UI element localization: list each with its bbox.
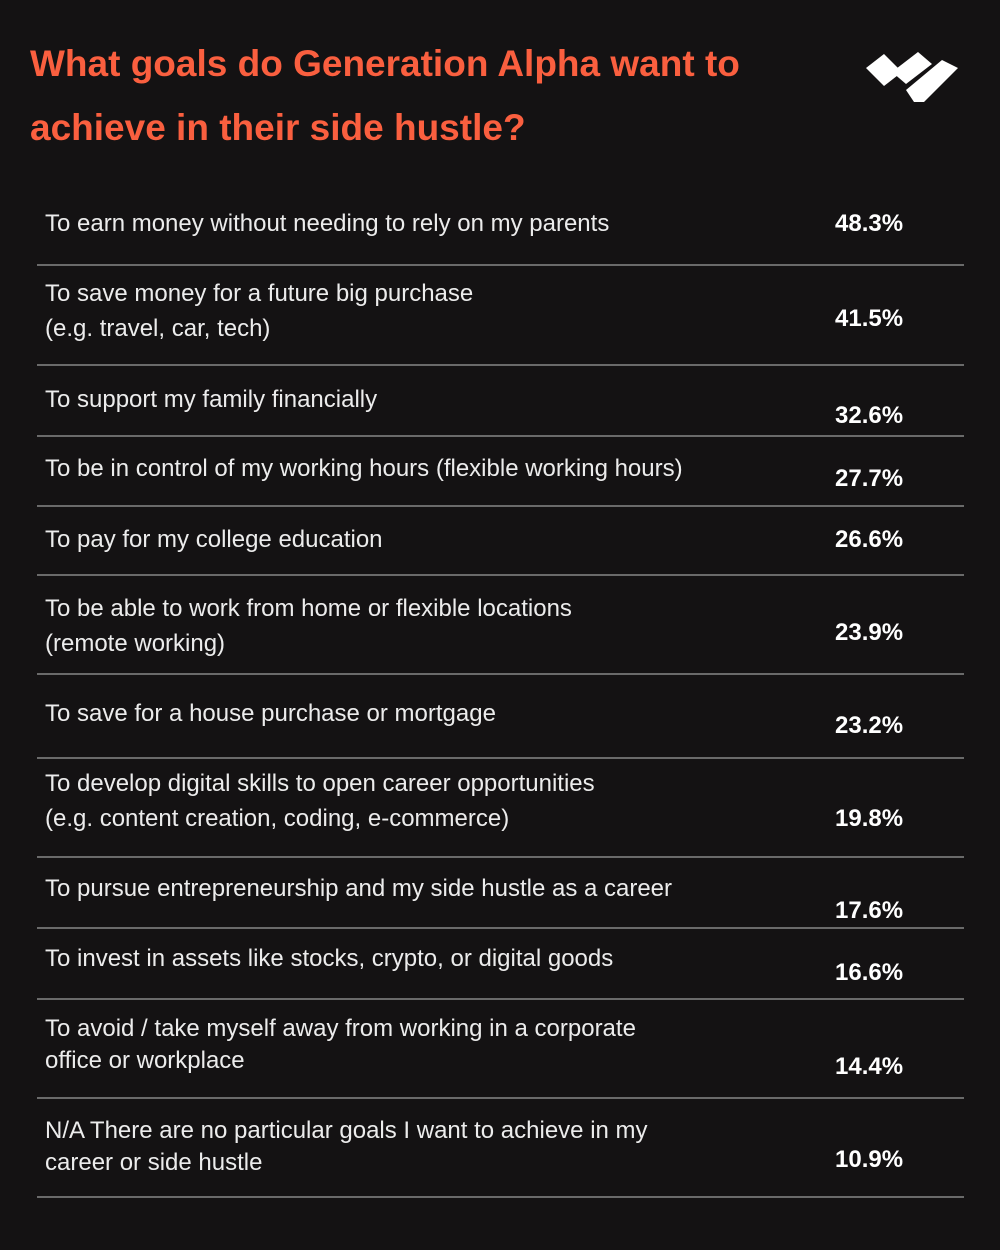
logo [866, 52, 958, 102]
row-value: 23.2% [835, 712, 904, 739]
row-value: 32.6% [835, 402, 904, 429]
row-label: (e.g. travel, car, tech) [45, 315, 271, 342]
row-label: To be in control of my working hours (fl… [45, 455, 683, 482]
row-value: 48.3% [835, 210, 904, 237]
row-label: office or workplace [45, 1047, 245, 1074]
row-label: To earn money without needing to rely on… [45, 210, 610, 237]
row-separator [37, 264, 964, 266]
row-value: 19.8% [835, 805, 904, 832]
row-label: To support my family financially [45, 386, 378, 413]
row-separator [37, 505, 964, 507]
title: What goals do Generation Alpha want to a… [30, 43, 740, 148]
row-separator [37, 856, 964, 858]
row-value: 41.5% [835, 305, 904, 332]
row-label: To pay for my college education [45, 526, 383, 553]
row-separator [37, 1196, 964, 1198]
row-label: N/A There are no particular goals I want… [45, 1117, 648, 1144]
row-label: To invest in assets like stocks, crypto,… [45, 945, 614, 972]
row-value: 14.4% [835, 1053, 904, 1080]
row-separator [37, 364, 964, 366]
row-value: 26.6% [835, 526, 904, 553]
row-label: (e.g. content creation, coding, e-commer… [45, 805, 510, 832]
row-separator [37, 1097, 964, 1099]
row-separator [37, 435, 964, 437]
row-label: To avoid / take myself away from working… [45, 1015, 636, 1042]
row-value: 23.9% [835, 619, 904, 646]
row-separator [37, 574, 964, 576]
row-label: To save for a house purchase or mortgage [45, 700, 496, 727]
row-label: career or side hustle [45, 1149, 263, 1176]
row-label: To be able to work from home or flexible… [45, 595, 572, 622]
row-value: 16.6% [835, 959, 904, 986]
row-label: To save money for a future big purchase [45, 280, 474, 307]
row-separator [37, 673, 964, 675]
row-value: 17.6% [835, 897, 904, 924]
row-label: To develop digital skills to open career… [45, 770, 595, 797]
row-label: (remote working) [45, 630, 226, 657]
row-value: 10.9% [835, 1146, 904, 1173]
row-value: 27.7% [835, 465, 904, 492]
row-label: To pursue entrepreneurship and my side h… [45, 875, 673, 902]
row-separator [37, 757, 964, 759]
row-separator [37, 998, 964, 1000]
row-separator [37, 927, 964, 929]
